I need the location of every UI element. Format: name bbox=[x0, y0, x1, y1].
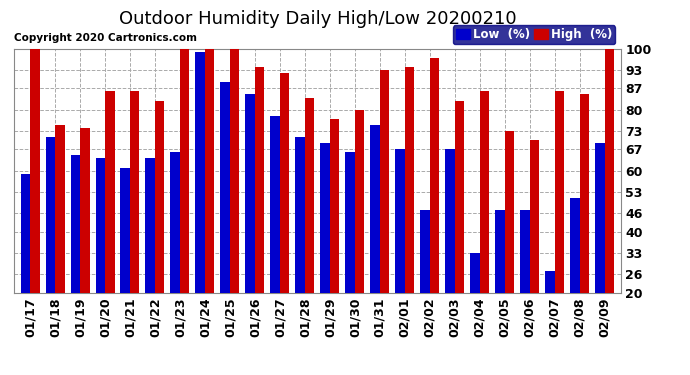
Bar bbox=[530, 140, 540, 353]
Legend: Low  (%), High  (%): Low (%), High (%) bbox=[453, 26, 615, 44]
Bar bbox=[70, 155, 80, 353]
Bar bbox=[420, 210, 430, 353]
Bar bbox=[330, 119, 339, 353]
Bar bbox=[295, 137, 305, 353]
Bar bbox=[205, 49, 215, 353]
Bar bbox=[480, 92, 489, 353]
Bar bbox=[595, 143, 604, 353]
Bar bbox=[220, 82, 230, 353]
Bar bbox=[180, 49, 190, 353]
Bar bbox=[146, 158, 155, 353]
Bar bbox=[21, 174, 30, 353]
Bar bbox=[471, 253, 480, 353]
Bar bbox=[430, 58, 440, 353]
Bar bbox=[505, 131, 514, 353]
Bar bbox=[121, 168, 130, 353]
Bar bbox=[320, 143, 330, 353]
Bar bbox=[395, 149, 405, 353]
Bar bbox=[105, 92, 115, 353]
Bar bbox=[130, 92, 139, 353]
Title: Outdoor Humidity Daily High/Low 20200210: Outdoor Humidity Daily High/Low 20200210 bbox=[119, 10, 516, 28]
Bar bbox=[46, 137, 55, 353]
Bar bbox=[170, 152, 180, 353]
Bar bbox=[580, 94, 589, 353]
Bar bbox=[405, 67, 415, 353]
Bar bbox=[495, 210, 505, 353]
Bar bbox=[445, 149, 455, 353]
Bar bbox=[80, 128, 90, 353]
Bar bbox=[246, 94, 255, 353]
Bar bbox=[604, 49, 614, 353]
Bar bbox=[270, 116, 280, 353]
Bar bbox=[555, 92, 564, 353]
Bar bbox=[520, 210, 530, 353]
Bar bbox=[55, 125, 65, 353]
Bar bbox=[570, 198, 580, 353]
Bar bbox=[355, 110, 364, 353]
Bar bbox=[371, 125, 380, 353]
Bar bbox=[280, 73, 289, 353]
Bar bbox=[380, 70, 389, 353]
Bar bbox=[155, 100, 164, 353]
Bar bbox=[305, 98, 315, 353]
Bar bbox=[95, 158, 105, 353]
Bar bbox=[255, 67, 264, 353]
Text: Copyright 2020 Cartronics.com: Copyright 2020 Cartronics.com bbox=[14, 33, 197, 43]
Bar bbox=[346, 152, 355, 353]
Bar bbox=[230, 49, 239, 353]
Bar bbox=[195, 52, 205, 353]
Bar bbox=[455, 100, 464, 353]
Bar bbox=[30, 49, 39, 353]
Bar bbox=[545, 271, 555, 353]
